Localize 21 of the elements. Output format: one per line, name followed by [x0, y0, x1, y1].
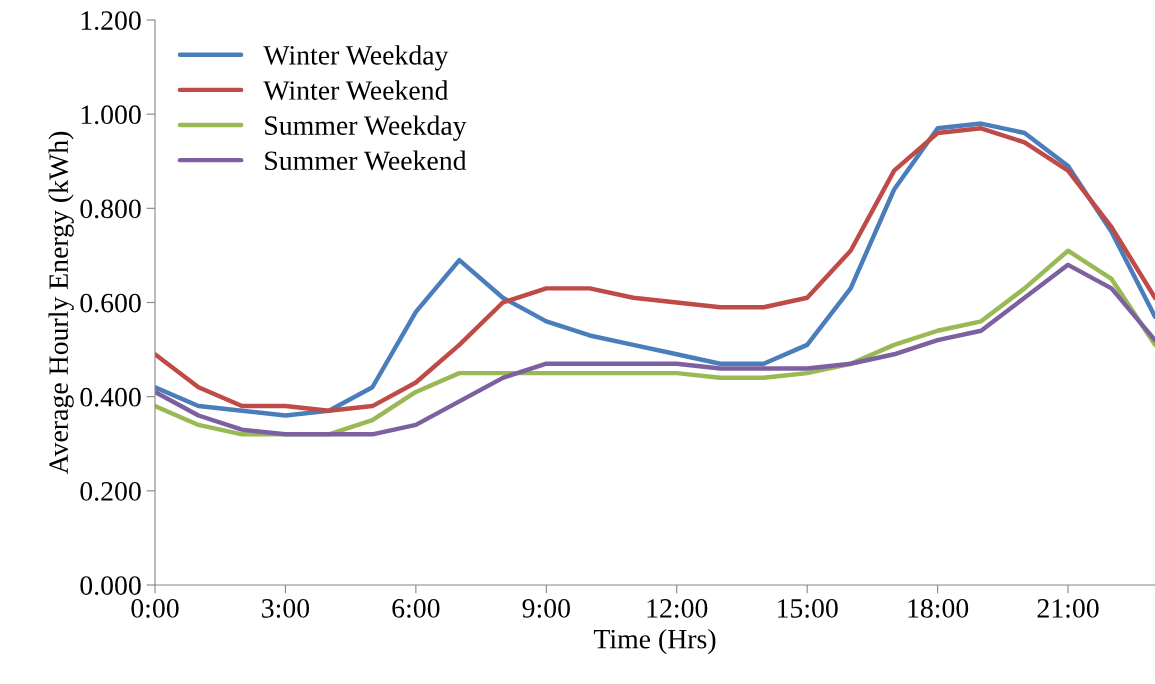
legend-label: Winter Weekend [263, 80, 449, 101]
legend-label: Summer Weekend [265, 150, 467, 171]
y-tick-label: 1.000 [81, 105, 141, 125]
x-axis-title: Time (Hrs) [593, 628, 716, 655]
x-tick-label: 6:00 [392, 599, 440, 618]
y-tick-label: 0.800 [80, 199, 141, 219]
legend-label: Winter Weekday [263, 45, 449, 71]
y-tick-label: 0.400 [80, 387, 141, 407]
x-tick-label: 15:00 [777, 599, 838, 618]
x-tick-label: 9:00 [522, 599, 570, 618]
x-tick-label: 0:00 [131, 599, 179, 618]
x-tick-label: 18:00 [908, 599, 969, 618]
y-tick-label: 0.000 [80, 576, 141, 596]
y-tick-label: 0.200 [80, 482, 141, 501]
x-tick-label: 12:00 [647, 599, 708, 618]
x-tick-label: 3:00 [262, 599, 310, 618]
legend-label: Summer Weekday [265, 115, 467, 141]
y-tick-label: 1.200 [81, 11, 141, 31]
y-tick-label: 0.600 [80, 293, 141, 313]
x-tick-label: 21:00 [1037, 599, 1099, 618]
y-axis-title: Average Hourly Energy (kWh) [48, 131, 74, 475]
